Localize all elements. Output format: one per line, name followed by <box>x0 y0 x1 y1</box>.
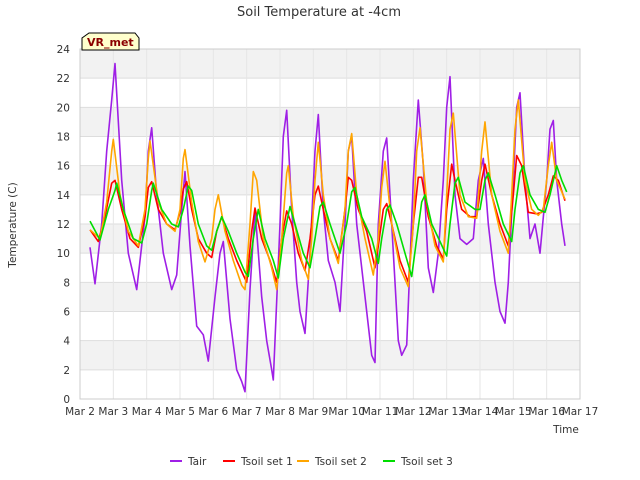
y-tick-label: 4 <box>63 336 70 348</box>
x-tick-label: Mar 15 <box>495 406 532 418</box>
plot-band <box>80 107 580 137</box>
y-tick-label: 8 <box>63 277 70 289</box>
x-tick-label: Mar 11 <box>362 406 399 418</box>
x-tick-label: Mar 7 <box>232 406 262 418</box>
chart-title: Soil Temperature at -4cm <box>237 5 401 20</box>
legend: Tair Tsoil set 1 Tsoil set 2 Tsoil set 3 <box>170 456 453 468</box>
plot-band <box>80 282 580 312</box>
y-tick-label: 24 <box>57 44 71 56</box>
x-tick-label: Mar 17 <box>562 406 599 418</box>
x-axis-label: Time <box>552 424 579 436</box>
plot-band <box>80 340 580 370</box>
station-badge-box <box>81 32 140 51</box>
x-tick-label: Mar 4 <box>132 406 162 418</box>
x-tick-label: Mar 2 <box>65 406 95 418</box>
plot-frame <box>79 48 581 400</box>
y-tick-label: 10 <box>57 248 70 260</box>
legend-label: Tsoil set 2 <box>314 456 367 468</box>
y-tick-label: 16 <box>57 161 71 173</box>
plot-bands <box>80 49 580 370</box>
x-tick-label: Mar 12 <box>395 406 432 418</box>
plot-band <box>80 49 580 79</box>
plot-band <box>80 165 580 195</box>
legend-label: Tsoil set 3 <box>400 456 453 468</box>
legend-label: Tair <box>187 456 207 468</box>
series-line-2 <box>89 99 566 291</box>
y-tick-label: 18 <box>57 132 70 144</box>
series-line-0 <box>89 62 566 393</box>
x-tick-label: Mar 10 <box>328 406 365 418</box>
x-tick-label: Mar 3 <box>98 406 128 418</box>
x-tick-label: Mar 13 <box>428 406 465 418</box>
y-axis-label: Temperature (C) <box>7 182 19 268</box>
series-line-3 <box>89 164 568 279</box>
y-tick-label: 12 <box>57 219 70 231</box>
y-tick-label: 22 <box>57 73 70 85</box>
series-lines <box>89 62 568 393</box>
x-axis-ticks: Mar 2 Mar 3 Mar 4 Mar 5 Mar 6 Mar 7 Mar 8 Mar 9… <box>65 406 598 418</box>
y-tick-label: 0 <box>63 394 70 406</box>
y-tick-label: 14 <box>57 190 71 202</box>
station-badge: VR_met <box>81 32 140 51</box>
y-tick-label: 6 <box>63 307 70 319</box>
x-tick-label: Mar 16 <box>528 406 565 418</box>
y-tick-label: 2 <box>63 365 70 377</box>
x-tick-label: Mar 14 <box>462 406 499 418</box>
x-tick-label: Mar 5 <box>165 406 195 418</box>
x-tick-label: Mar 8 <box>265 406 295 418</box>
station-badge-text: VR_met <box>87 36 134 49</box>
x-tick-label: Mar 9 <box>298 406 328 418</box>
legend-label: Tsoil set 1 <box>240 456 293 468</box>
y-tick-label: 20 <box>57 102 70 114</box>
x-tick-label: Mar 6 <box>198 406 228 418</box>
